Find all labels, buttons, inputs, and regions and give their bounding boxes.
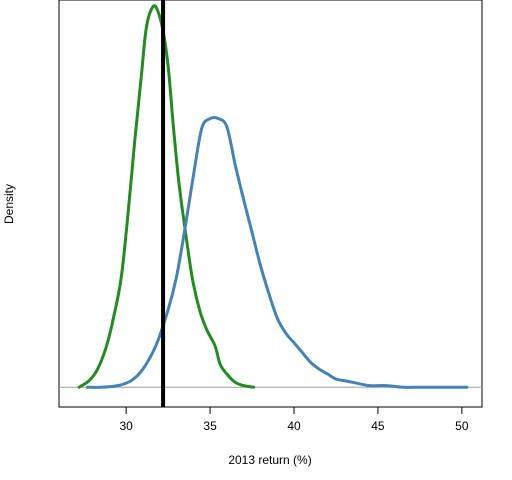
- density-curve-green: [77, 4, 256, 389]
- y-axis-label: Density: [2, 184, 16, 224]
- density-curve-blue: [86, 116, 469, 389]
- x-axis: 30 35 40 45 50: [119, 407, 469, 433]
- x-axis-label: 2013 return (%): [228, 453, 311, 467]
- x-tick-label: 50: [455, 419, 469, 433]
- series-group: [77, 4, 469, 389]
- plot-frame: [58, 0, 483, 408]
- x-tick-label: 35: [203, 419, 217, 433]
- x-tick-label: 30: [119, 419, 133, 433]
- x-tick-label: 45: [371, 419, 385, 433]
- x-tick-label: 40: [287, 419, 301, 433]
